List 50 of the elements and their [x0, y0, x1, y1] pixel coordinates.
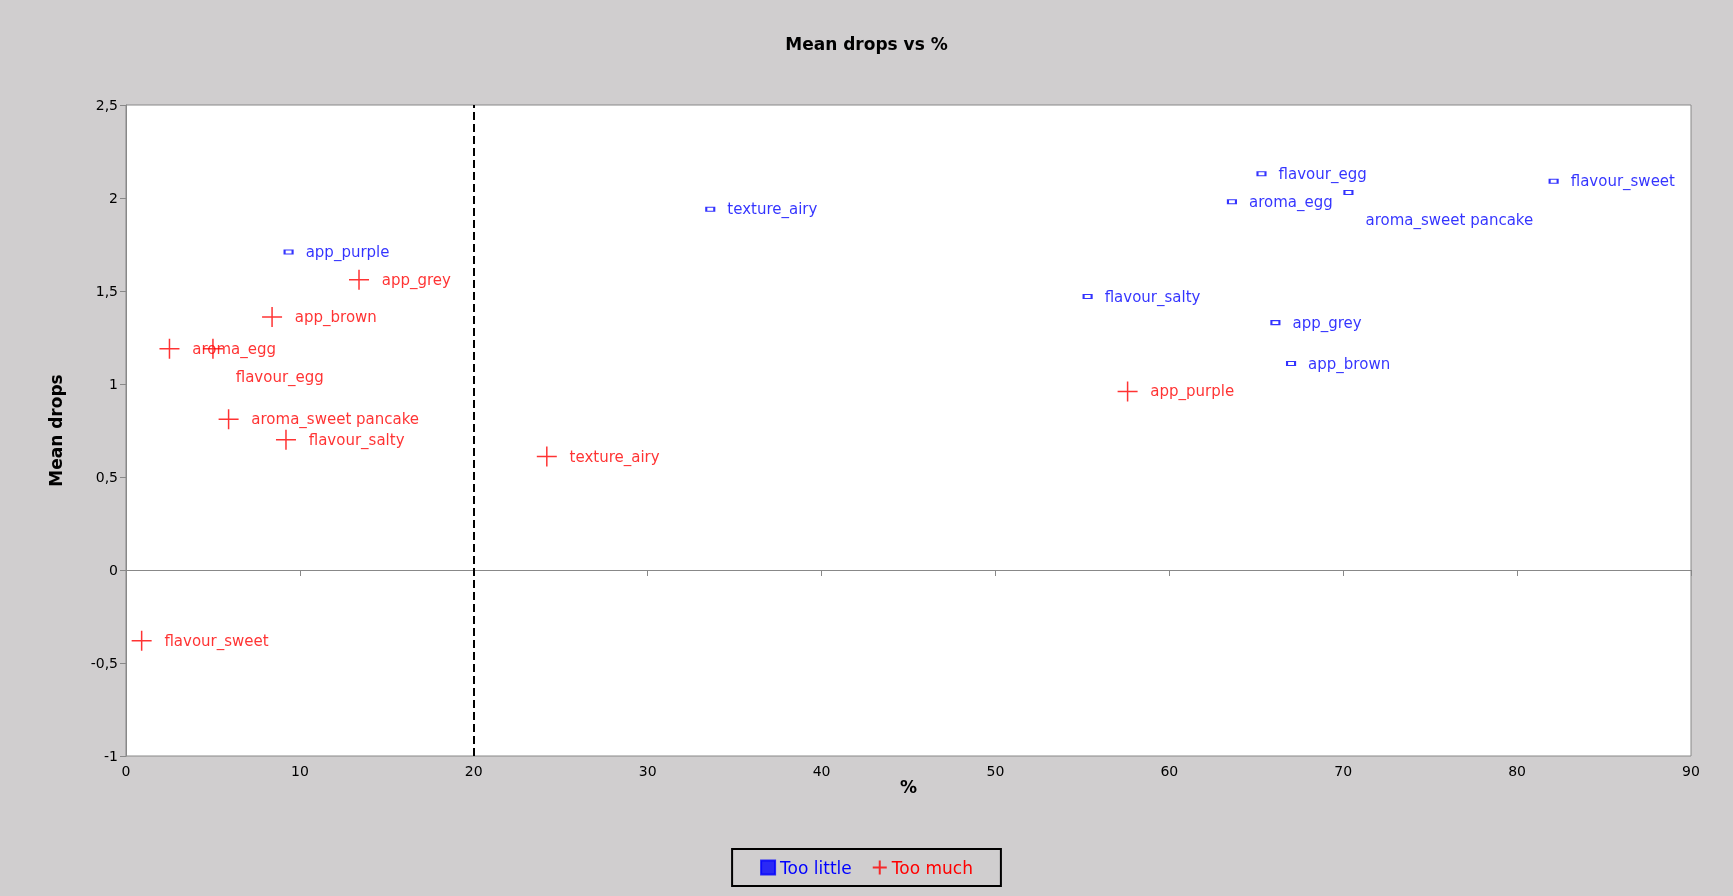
data-label: aroma_egg: [1248, 192, 1333, 212]
point: [348, 269, 370, 291]
y-axis-title: Mean drops: [45, 374, 66, 487]
data-label: app_brown: [294, 308, 377, 328]
point: [275, 429, 297, 451]
y-tick-label: -1: [104, 748, 118, 764]
point: [130, 629, 153, 652]
point: [1116, 380, 1139, 403]
data-label: flavour_egg: [235, 367, 324, 387]
data-label: app_purple: [1150, 382, 1235, 402]
point: [1286, 360, 1296, 367]
x-axis-title: %: [899, 776, 918, 797]
y-tick-label: 1: [109, 376, 118, 392]
y-tick-label: 2: [109, 190, 118, 206]
x-tick-label: 0: [121, 763, 131, 779]
x-tick-label: 80: [1508, 763, 1527, 779]
y-tick-label: 0,5: [95, 469, 118, 485]
x-tick-label: 40: [812, 763, 831, 779]
x-tick-label: 10: [290, 763, 309, 779]
data-label: texture_airy: [569, 447, 660, 467]
data-label: flavour_sweet: [164, 631, 269, 651]
data-label: app_grey: [1292, 313, 1362, 333]
legend-label: Too little: [779, 857, 852, 878]
data-label: flavour_sweet: [1570, 172, 1676, 192]
x-tick-label: 90: [1682, 763, 1700, 779]
data-label: flavour_egg: [1278, 164, 1367, 184]
chart-title: Mean drops vs %: [785, 33, 948, 54]
data-label: app_brown: [1308, 354, 1391, 374]
y-tick-label: 2,5: [95, 97, 118, 113]
point: [158, 337, 181, 360]
legend-label: Too much: [890, 857, 973, 878]
data-label: flavour_salty: [1104, 287, 1201, 307]
x-tick-label: 50: [986, 763, 1005, 779]
data-label: flavour_salty: [308, 430, 405, 450]
x-tick-label: 60: [1160, 763, 1179, 779]
x-tick-label: 30: [638, 763, 657, 779]
data-label: app_grey: [381, 270, 452, 290]
data-label: aroma_sweet pancake: [1365, 211, 1534, 231]
y-tick-label: 1,5: [95, 283, 118, 299]
point: [1227, 198, 1237, 205]
point: [217, 408, 240, 431]
data-label: app_purple: [305, 242, 390, 262]
x-tick-label: 20: [464, 763, 483, 779]
y-tick-label: -0,5: [90, 655, 118, 671]
point: [261, 306, 283, 328]
data-label: aroma_sweet pancake: [251, 410, 420, 430]
x-tick-label: 70: [1334, 763, 1353, 779]
data-label: texture_airy: [727, 200, 818, 220]
point: [536, 445, 558, 468]
y-tick-label: 0: [109, 562, 118, 578]
